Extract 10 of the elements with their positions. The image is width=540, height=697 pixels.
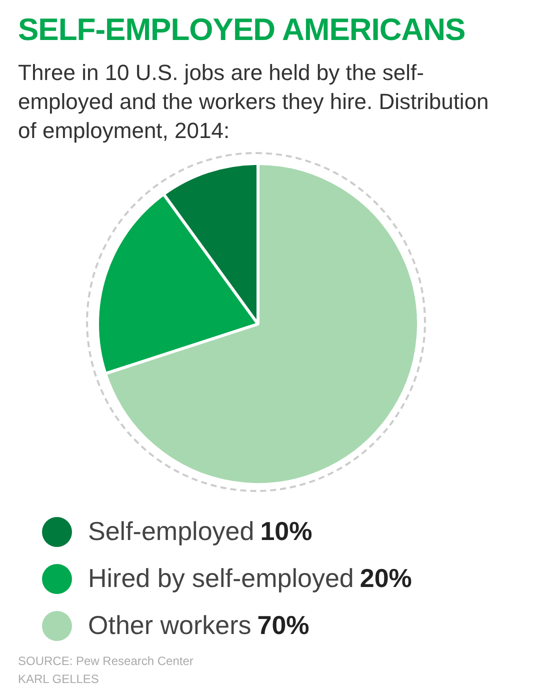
data-label: 70%: [257, 610, 310, 641]
legend-label: Other workers: [88, 610, 252, 641]
legend-label: Hired by self-employed: [88, 563, 354, 594]
data-label: 10%: [260, 516, 312, 547]
source-note: SOURCE: Pew Research Center: [18, 653, 194, 670]
text: KARL GELLES: [18, 671, 100, 688]
chart-subtitle: Three in 10 U.S. jobs are held by the self-employed and the workers they hire. Distribution of employment, 2014:: [18, 59, 490, 145]
data-label: 20%: [360, 563, 412, 594]
legend-label: Self-employed: [88, 516, 254, 547]
chart-title: SELF-EMPLOYED AMERICANS: [18, 12, 466, 48]
